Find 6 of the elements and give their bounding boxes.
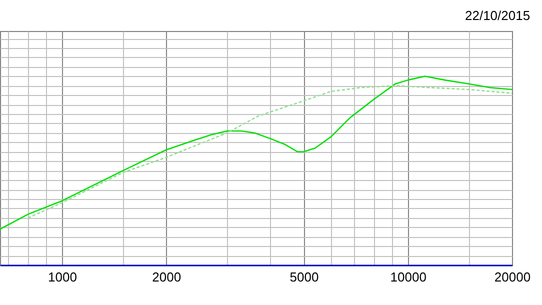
x-tick-label: 2000 bbox=[152, 270, 182, 284]
x-tick-label: 10000 bbox=[390, 270, 426, 284]
text: 22/10/2015 bbox=[464, 8, 530, 23]
x-tick-label: 5000 bbox=[290, 270, 319, 284]
x-tick-label: 1000 bbox=[48, 270, 77, 284]
x-tick-label: 20000 bbox=[494, 270, 531, 284]
